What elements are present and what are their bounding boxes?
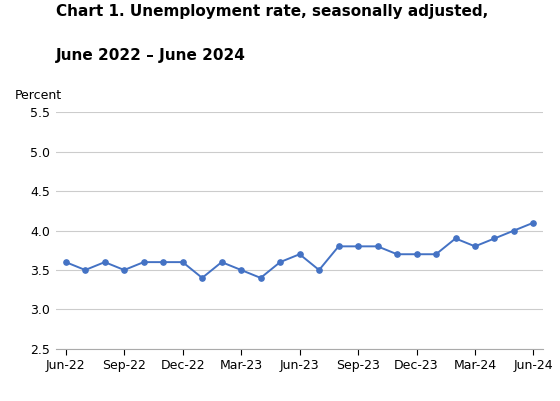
Text: June 2022 – June 2024: June 2022 – June 2024 [56,48,246,63]
Text: Chart 1. Unemployment rate, seasonally adjusted,: Chart 1. Unemployment rate, seasonally a… [56,4,488,19]
Text: Percent: Percent [15,89,62,101]
